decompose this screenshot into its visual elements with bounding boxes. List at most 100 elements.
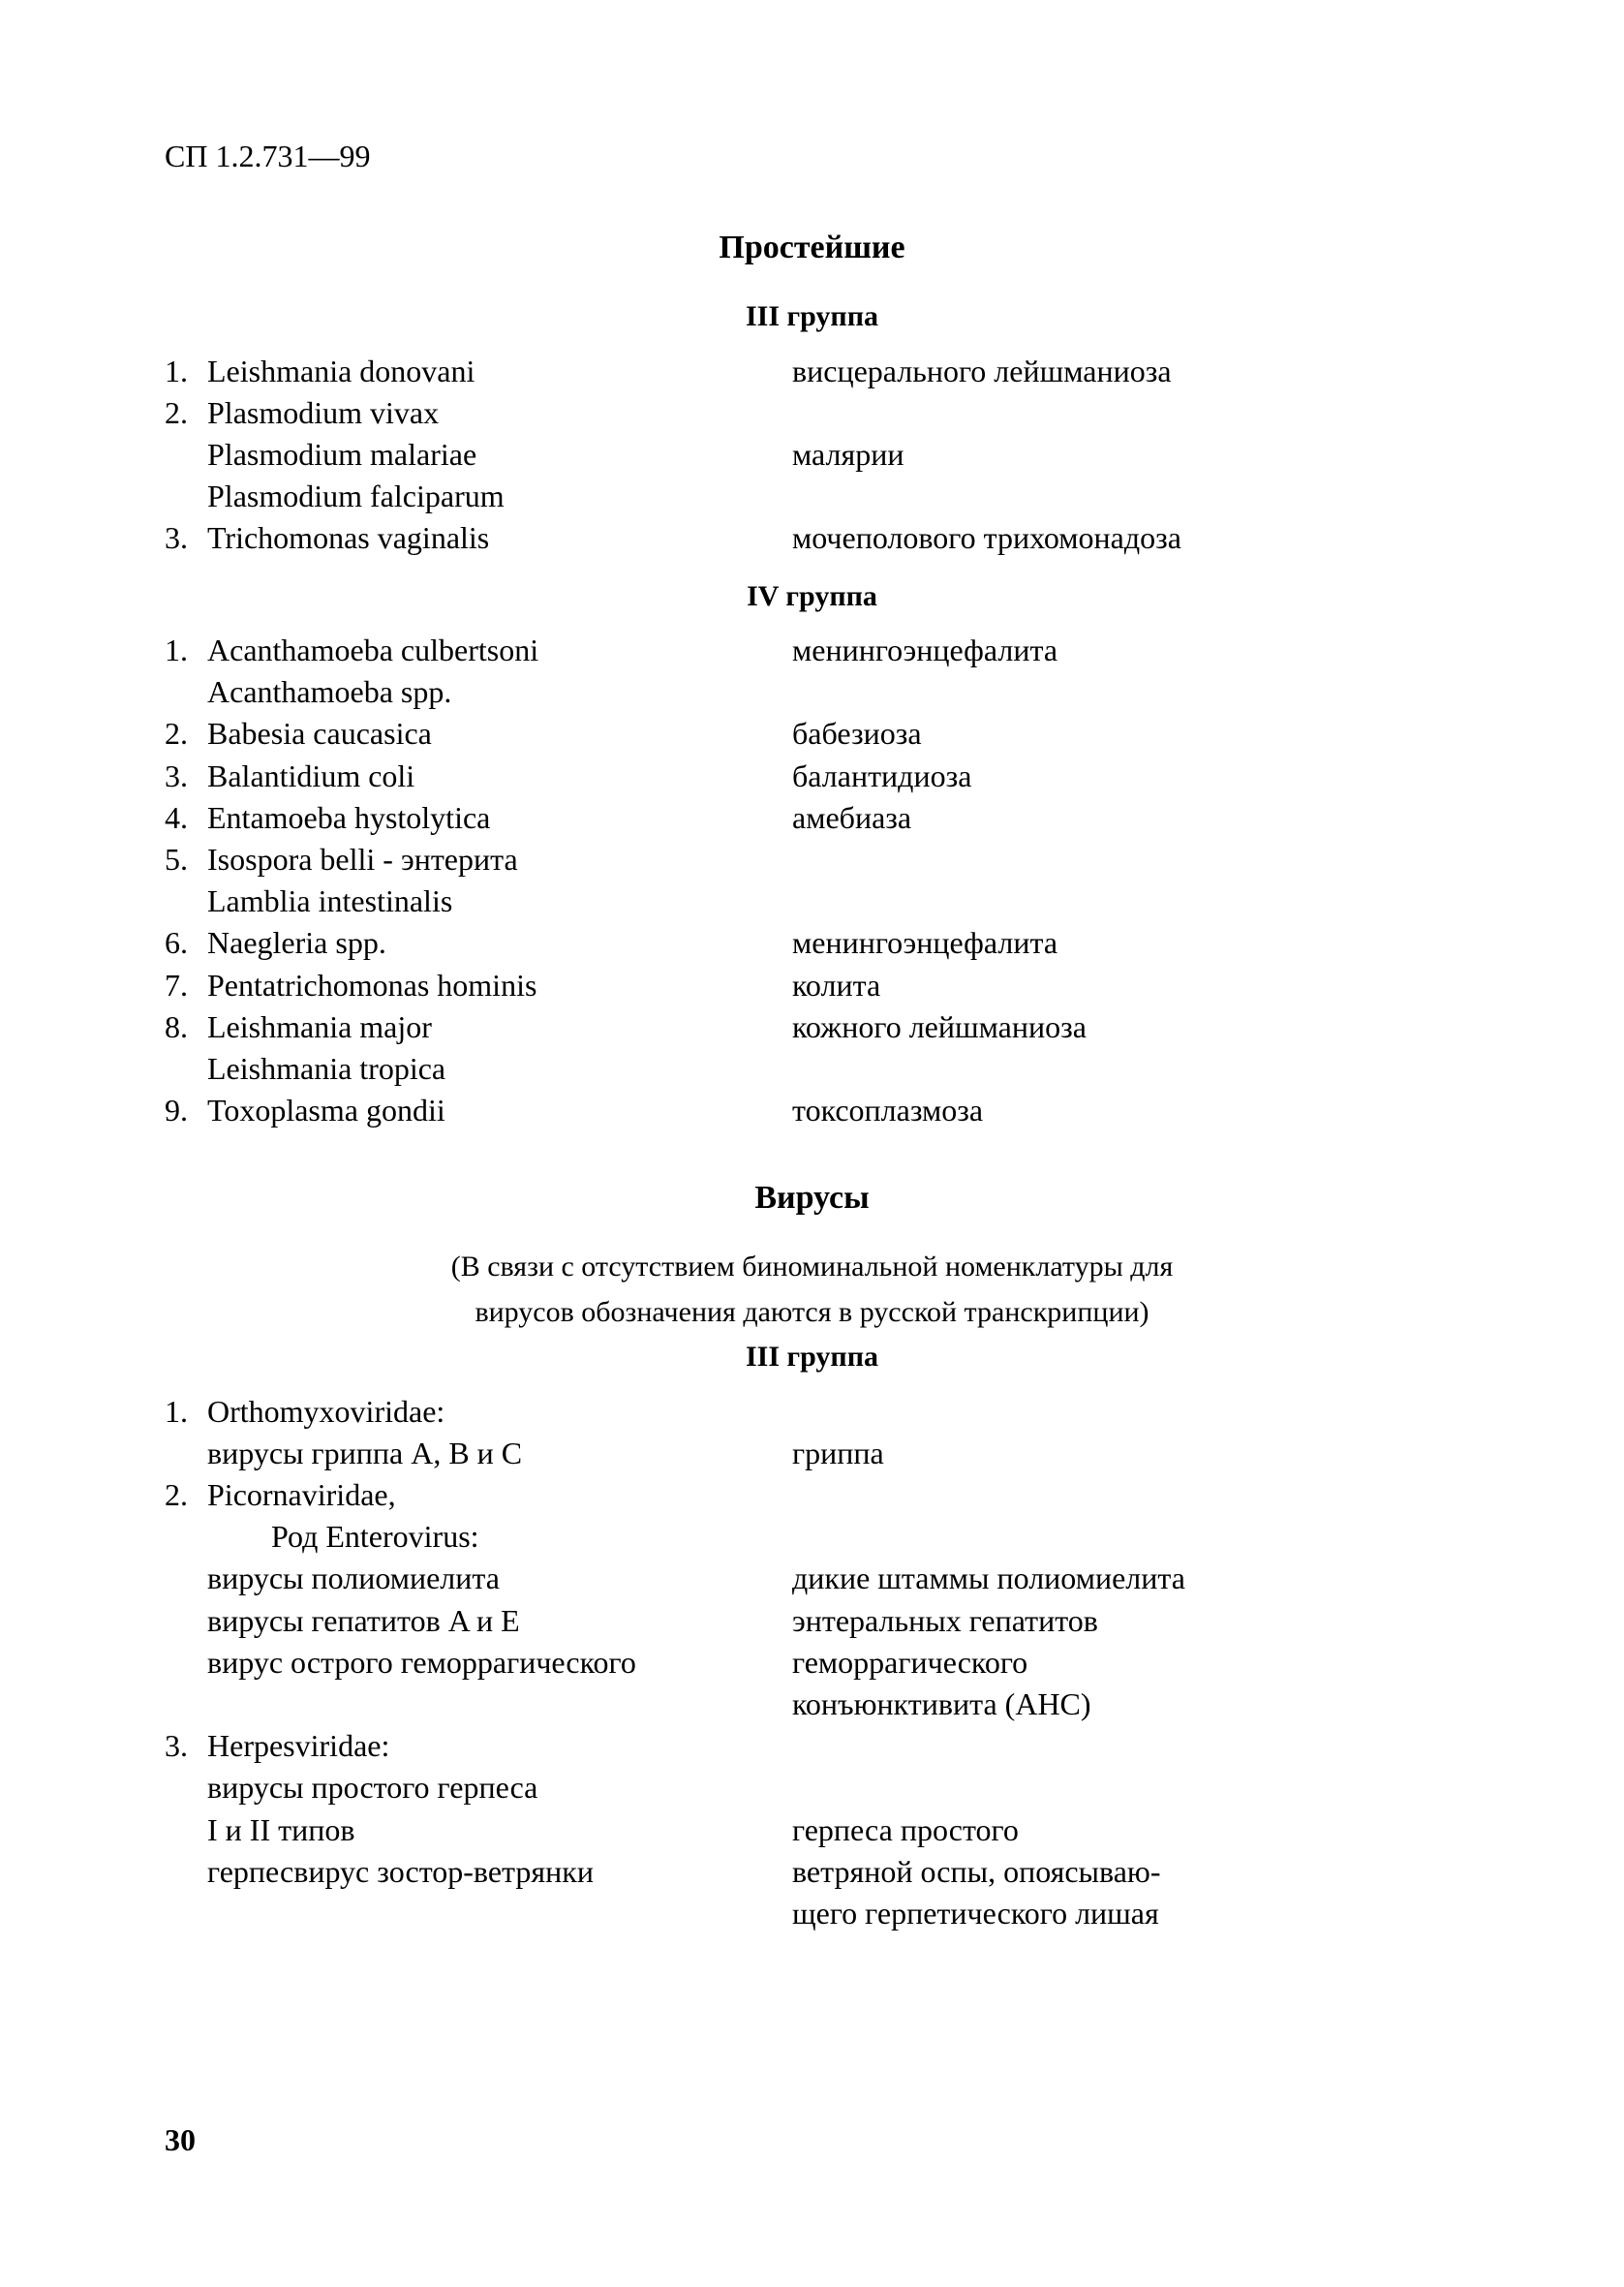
- organism-name: Isospora belli - энтерита: [207, 839, 784, 881]
- organism-name: Entamoeba hystolytica: [207, 797, 784, 839]
- organism-name: Acanthamoeba culbertsoni: [207, 630, 784, 671]
- list-item: 3. Herpesviridae:: [165, 1725, 1459, 1767]
- item-number: 3.: [165, 756, 207, 797]
- organism-name: Orthomyxoviridae:: [207, 1391, 784, 1433]
- disease-name: конъюнктивита (АНС): [784, 1684, 1459, 1725]
- organism-name: Plasmodium falciparum: [207, 476, 784, 517]
- disease-name: менингоэнцефалита: [784, 630, 1459, 671]
- organism-name: герпесвирус зостор-ветрянки: [207, 1851, 784, 1893]
- item-number: 2.: [165, 1474, 207, 1516]
- list-item: 3. Balantidium coli балантидиоза: [165, 756, 1459, 797]
- organism-name: вирус острого геморрагического: [207, 1642, 784, 1684]
- list-item: щего герпетического лишая: [165, 1893, 1459, 1934]
- organism-name: Lamblia intestinalis: [207, 881, 784, 922]
- section-title-protozoa: Простейшие: [165, 226, 1459, 270]
- list-item: 1. Orthomyxoviridae:: [165, 1391, 1459, 1433]
- page-number: 30: [165, 2119, 196, 2161]
- organism-name: Toxoplasma gondii: [207, 1090, 784, 1131]
- organism-name: Babesia caucasica: [207, 713, 784, 755]
- item-number: 6.: [165, 922, 207, 964]
- disease-name: ветряной оспы, опоясываю-: [784, 1851, 1459, 1893]
- organism-name: Leishmania donovani: [207, 351, 784, 392]
- organism-name: Pentatrichomonas hominis: [207, 965, 784, 1006]
- organism-name: Род Enterovirus:: [271, 1516, 784, 1558]
- item-number: 4.: [165, 797, 207, 839]
- item-number: 8.: [165, 1006, 207, 1048]
- disease-name: малярии: [784, 434, 1459, 476]
- list-item: 5. Isospora belli - энтерита: [165, 839, 1459, 881]
- organism-name: вирусы гриппа A, B и C: [207, 1433, 784, 1474]
- item-number: 9.: [165, 1090, 207, 1131]
- item-number: 7.: [165, 965, 207, 1006]
- list-item: 6. Naegleria spp. менингоэнцефалита: [165, 922, 1459, 964]
- document-code: СП 1.2.731—99: [165, 136, 1459, 177]
- organism-name: Naegleria spp.: [207, 922, 784, 964]
- organism-name: Leishmania major: [207, 1006, 784, 1048]
- organism-name: Leishmania tropica: [207, 1048, 784, 1090]
- list-item: вирусы гриппа A, B и C гриппа: [165, 1433, 1459, 1474]
- organism-name: Herpesviridae:: [207, 1725, 784, 1767]
- item-number: 5.: [165, 839, 207, 881]
- protozoa-group4-list: 1. Acanthamoeba culbertsoni менингоэнцеф…: [165, 630, 1459, 1131]
- organism-name: вирусы гепатитов A и E: [207, 1600, 784, 1642]
- section-note-line1: (В связи с отсутствием биноминальной ном…: [165, 1248, 1459, 1287]
- disease-name: балантидиоза: [784, 756, 1459, 797]
- list-item: 2. Picornaviridae,: [165, 1474, 1459, 1516]
- group-3-title-protozoa: III группа: [165, 297, 1459, 337]
- list-item: 1. Leishmania donovani висцерального лей…: [165, 351, 1459, 392]
- list-item: Acanthamoeba spp.: [165, 671, 1459, 713]
- list-item: вирус острого геморрагического геморраги…: [165, 1642, 1459, 1684]
- list-item: Lamblia intestinalis: [165, 881, 1459, 922]
- disease-name: щего герпетического лишая: [784, 1893, 1459, 1934]
- list-item: вирусы гепатитов A и E энтеральных гепат…: [165, 1600, 1459, 1642]
- disease-name: колита: [784, 965, 1459, 1006]
- organism-name: Picornaviridae,: [207, 1474, 784, 1516]
- item-number: 3.: [165, 517, 207, 559]
- list-item: Plasmodium falciparum: [165, 476, 1459, 517]
- group-4-title-protozoa: IV группа: [165, 577, 1459, 617]
- organism-name: вирусы простого герпеса: [207, 1767, 784, 1808]
- disease-name: гриппа: [784, 1433, 1459, 1474]
- disease-name: амебиаза: [784, 797, 1459, 839]
- viruses-group3-list: 1. Orthomyxoviridae: вирусы гриппа A, B …: [165, 1391, 1459, 1934]
- item-number: 1.: [165, 1391, 207, 1433]
- section-note-line2: вирусов обозначения даются в русской тра…: [165, 1293, 1459, 1333]
- organism-name: Plasmodium vivax: [207, 392, 784, 434]
- list-item: 3. Trichomonas vaginalis мочеполового тр…: [165, 517, 1459, 559]
- list-item: Leishmania tropica: [165, 1048, 1459, 1090]
- list-item: вирусы полиомиелита дикие штаммы полиоми…: [165, 1558, 1459, 1599]
- disease-name: висцерального лейшманиоза: [784, 351, 1459, 392]
- organism-name: Trichomonas vaginalis: [207, 517, 784, 559]
- disease-name: мочеполового трихомонадоза: [784, 517, 1459, 559]
- list-item: Род Enterovirus:: [165, 1516, 1459, 1558]
- list-item: Plasmodium malariae малярии: [165, 434, 1459, 476]
- disease-name: герпеса простого: [784, 1809, 1459, 1851]
- item-number: 3.: [165, 1725, 207, 1767]
- list-item: 1. Acanthamoeba culbertsoni менингоэнцеф…: [165, 630, 1459, 671]
- organism-name: Plasmodium malariae: [207, 434, 784, 476]
- item-number: 1.: [165, 351, 207, 392]
- disease-name: токсоплазмоза: [784, 1090, 1459, 1131]
- protozoa-group3-list: 1. Leishmania donovani висцерального лей…: [165, 351, 1459, 560]
- disease-name: менингоэнцефалита: [784, 922, 1459, 964]
- list-item: I и II типов герпеса простого: [165, 1809, 1459, 1851]
- disease-name: геморрагического: [784, 1642, 1459, 1684]
- list-item: конъюнктивита (АНС): [165, 1684, 1459, 1725]
- organism-name: Balantidium coli: [207, 756, 784, 797]
- list-item: 9. Toxoplasma gondii токсоплазмоза: [165, 1090, 1459, 1131]
- disease-name: кожного лейшманиоза: [784, 1006, 1459, 1048]
- item-number: 1.: [165, 630, 207, 671]
- list-item: вирусы простого герпеса: [165, 1767, 1459, 1808]
- item-number: 2.: [165, 713, 207, 755]
- disease-name: дикие штаммы полиомиелита: [784, 1558, 1459, 1599]
- list-item: 7. Pentatrichomonas hominis колита: [165, 965, 1459, 1006]
- section-title-viruses: Вирусы: [165, 1176, 1459, 1221]
- organism-name: Acanthamoeba spp.: [207, 671, 784, 713]
- list-item: 2. Babesia caucasica бабезиоза: [165, 713, 1459, 755]
- list-item: 4. Entamoeba hystolytica амебиаза: [165, 797, 1459, 839]
- list-item: герпесвирус зостор-ветрянки ветряной осп…: [165, 1851, 1459, 1893]
- item-number: 2.: [165, 392, 207, 434]
- disease-name: энтеральных гепатитов: [784, 1600, 1459, 1642]
- disease-name: бабезиоза: [784, 713, 1459, 755]
- list-item: 2. Plasmodium vivax: [165, 392, 1459, 434]
